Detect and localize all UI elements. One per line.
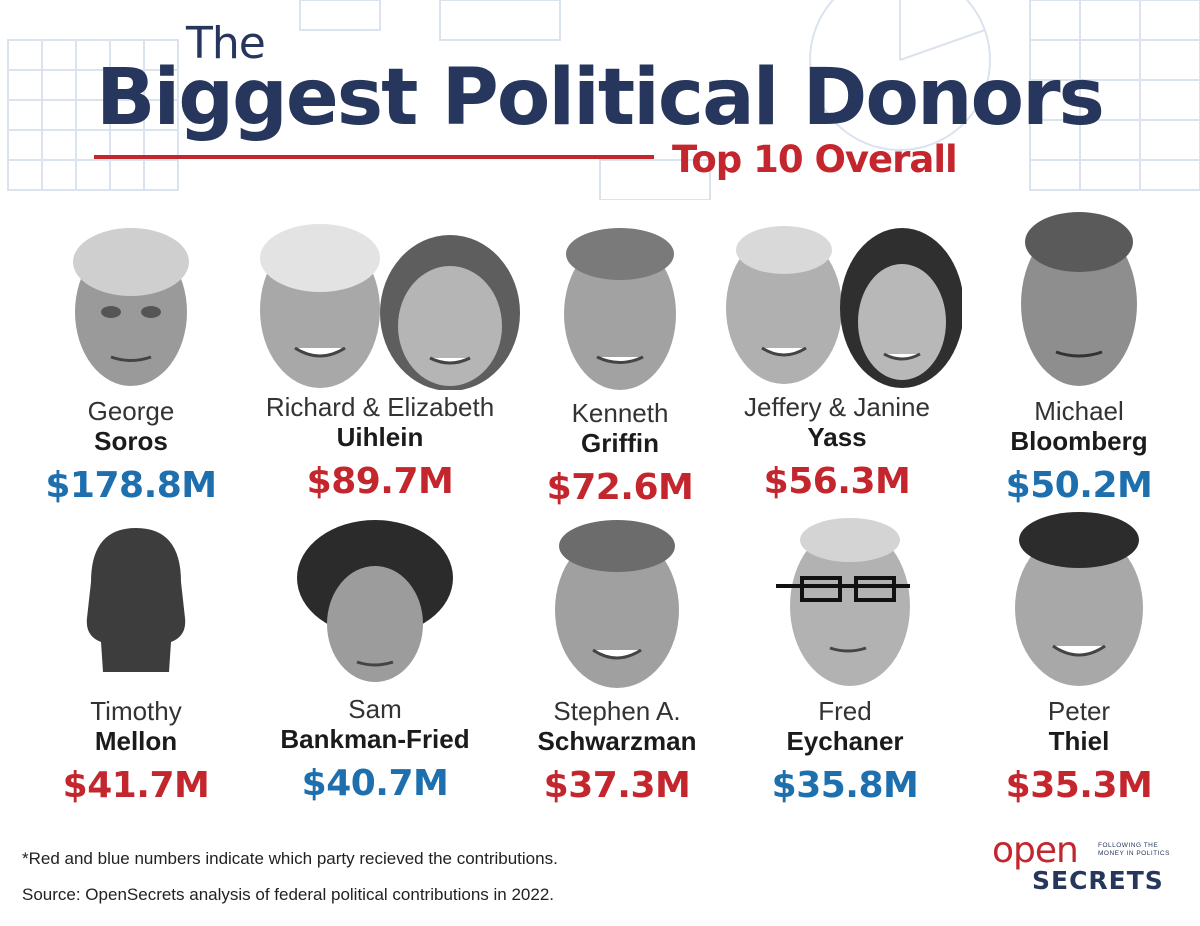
logo-open-text: open [992, 830, 1079, 871]
page-subtitle: Top 10 Overall [672, 138, 958, 181]
mellon-silhouette [86, 528, 186, 672]
griffin-photo [564, 228, 676, 390]
donor-first-name: Michael [1034, 396, 1124, 426]
donor-last-name: Bloomberg [1010, 426, 1148, 456]
thiel-photo [1015, 512, 1143, 686]
donor-first-name: Fred [818, 696, 872, 726]
donor-card-schwarzman: Stephen A. Schwarzman $37.3M [492, 516, 742, 808]
eychaner-photo [776, 518, 910, 686]
donor-card-bloomberg: Michael Bloomberg $50.2M [954, 208, 1200, 508]
schwarzman-photo [555, 520, 679, 688]
soros-photo [73, 228, 189, 386]
donor-last-name: Schwarzman [537, 726, 697, 756]
source-note: Source: OpenSecrets analysis of federal … [22, 885, 555, 904]
logo-secrets-text: SECRETS [1032, 866, 1164, 895]
donor-amount: $56.3M [763, 461, 911, 502]
donor-first-name: Richard & Elizabeth [265, 392, 495, 422]
donor-first-name: Kenneth [571, 398, 669, 428]
donor-card-griffin: Kenneth Griffin $72.6M [495, 222, 745, 510]
donor-last-name: Yass [807, 422, 867, 452]
donor-amount: $89.7M [306, 461, 454, 502]
donor-first-name: Peter [1047, 696, 1111, 726]
donor-last-name: Bankman-Fried [280, 724, 470, 754]
opensecrets-logo: open FOLLOWING THE MONEY IN POLITICS SEC… [992, 830, 1182, 896]
yass-photo [726, 226, 962, 388]
bloomberg-photo [1021, 212, 1137, 386]
donor-amount: $40.7M [301, 763, 449, 804]
donor-first-name: Jeffery & Janine [744, 392, 930, 422]
donor-card-mellon: Timothy Mellon $41.7M [11, 522, 261, 808]
donor-amount: $50.2M [1005, 465, 1153, 506]
donor-amount: $35.3M [1005, 765, 1153, 806]
donor-last-name: Griffin [581, 428, 659, 458]
donor-first-name: Timothy [90, 696, 182, 726]
party-footnote: *Red and blue numbers indicate which par… [22, 849, 558, 868]
donor-last-name: Thiel [1048, 726, 1110, 756]
donor-card-thiel: Peter Thiel $35.3M [954, 510, 1200, 808]
donor-amount: $37.3M [543, 765, 691, 806]
donor-card-bankman-fried: Sam Bankman-Fried $40.7M [250, 516, 500, 806]
logo-tagline: FOLLOWING THE MONEY IN POLITICS [1098, 842, 1170, 857]
page-title: Biggest Political Donors [96, 53, 1105, 143]
donor-amount: $35.8M [771, 765, 919, 806]
background-pattern [7, 0, 1200, 200]
donor-last-name: Soros [94, 426, 168, 456]
donor-card-soros: George Soros $178.8M [6, 222, 256, 508]
donor-amount: $41.7M [62, 765, 210, 806]
donor-amount: $178.8M [45, 465, 217, 506]
donor-first-name: Sam [348, 694, 402, 724]
uihlein-photo [260, 224, 520, 390]
title-small: The [186, 18, 266, 69]
donor-card-yass: Jeffery & Janine Yass $56.3M [712, 218, 962, 504]
donor-first-name: Stephen A. [553, 696, 681, 726]
donor-card-eychaner: Fred Eychaner $35.8M [720, 514, 970, 808]
bankman-fried-photo [297, 520, 453, 682]
title-underline [94, 155, 654, 159]
donor-last-name: Eychaner [786, 726, 904, 756]
donor-last-name: Uihlein [336, 422, 424, 452]
donor-amount: $72.6M [546, 467, 694, 508]
donor-last-name: Mellon [94, 726, 178, 756]
donor-first-name: George [87, 396, 175, 426]
donor-card-uihlein: Richard & Elizabeth Uihlein $89.7M [255, 218, 520, 504]
